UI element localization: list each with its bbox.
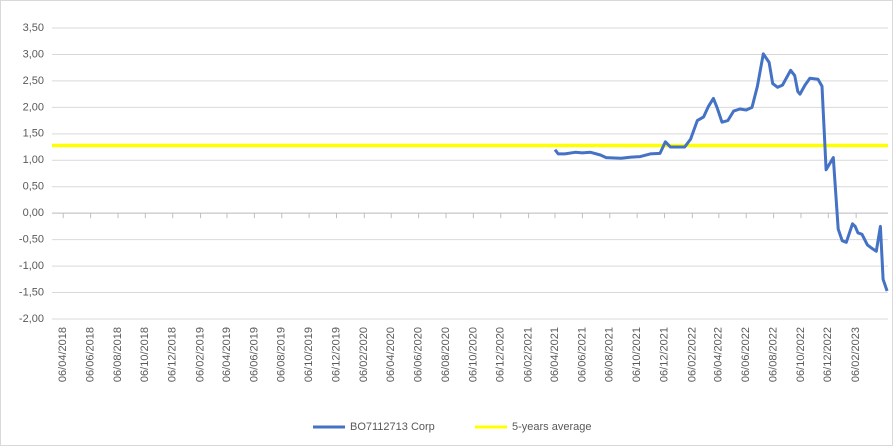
y-tick-label: 3,50 <box>23 22 44 34</box>
x-tick-label: 06/02/2022 <box>686 327 698 382</box>
y-tick-label: -1,50 <box>19 286 44 298</box>
x-tick-label: 06/02/2019 <box>194 327 206 382</box>
x-tick-label: 06/04/2021 <box>549 327 561 382</box>
x-tick-label: 06/10/2021 <box>631 327 643 382</box>
legend-label: BO7112713 Corp <box>350 421 435 433</box>
y-tick-label: 0,50 <box>23 181 44 193</box>
x-tick-label: 06/04/2022 <box>713 327 725 382</box>
x-tick-label: 06/08/2020 <box>440 327 452 382</box>
x-tick-label: 06/12/2022 <box>822 327 834 382</box>
x-tick-label: 06/06/2021 <box>576 327 588 382</box>
x-tick-label: 06/12/2019 <box>330 327 342 382</box>
series-line <box>553 52 889 292</box>
x-tick-label: 06/10/2018 <box>139 327 151 382</box>
x-tick-label: 06/02/2020 <box>358 327 370 382</box>
y-tick-label: 1,00 <box>23 154 44 166</box>
x-tick-label: 06/10/2019 <box>303 327 315 382</box>
x-tick-label: 06/10/2022 <box>795 327 807 382</box>
x-tick-label: 06/02/2021 <box>522 327 534 382</box>
x-tick-label: 06/02/2023 <box>850 327 862 382</box>
x-tick-label: 06/06/2020 <box>413 327 425 382</box>
x-tick-label: 06/08/2022 <box>767 327 779 382</box>
y-tick-label: 3,00 <box>23 48 44 60</box>
y-tick-label: 2,00 <box>23 101 44 113</box>
y-tick-label: 0,00 <box>23 207 44 219</box>
x-tick-label: 06/06/2018 <box>84 327 96 382</box>
x-tick-label: 06/06/2019 <box>248 327 260 382</box>
y-tick-label: -1,00 <box>19 260 44 272</box>
x-tick-label: 06/08/2021 <box>604 327 616 382</box>
x-tick-label: 06/08/2018 <box>112 327 124 382</box>
y-tick-label: 2,50 <box>23 75 44 87</box>
y-tick-label: -0,50 <box>19 234 44 246</box>
x-tick-label: 06/12/2021 <box>658 327 670 382</box>
legend-label: 5-years average <box>512 421 592 433</box>
x-tick-label: 06/04/2020 <box>385 327 397 382</box>
y-tick-label: 1,50 <box>23 128 44 140</box>
x-tick-label: 06/06/2022 <box>740 327 752 382</box>
x-tick-label: 06/10/2020 <box>467 327 479 382</box>
x-tick-label: 06/12/2020 <box>495 327 507 382</box>
x-tick-label: 06/04/2019 <box>221 327 233 382</box>
x-tick-label: 06/08/2019 <box>276 327 288 382</box>
x-tick-label: 06/04/2018 <box>57 327 69 382</box>
x-tick-label: 06/12/2018 <box>167 327 179 382</box>
y-tick-label: -2,00 <box>19 313 44 325</box>
